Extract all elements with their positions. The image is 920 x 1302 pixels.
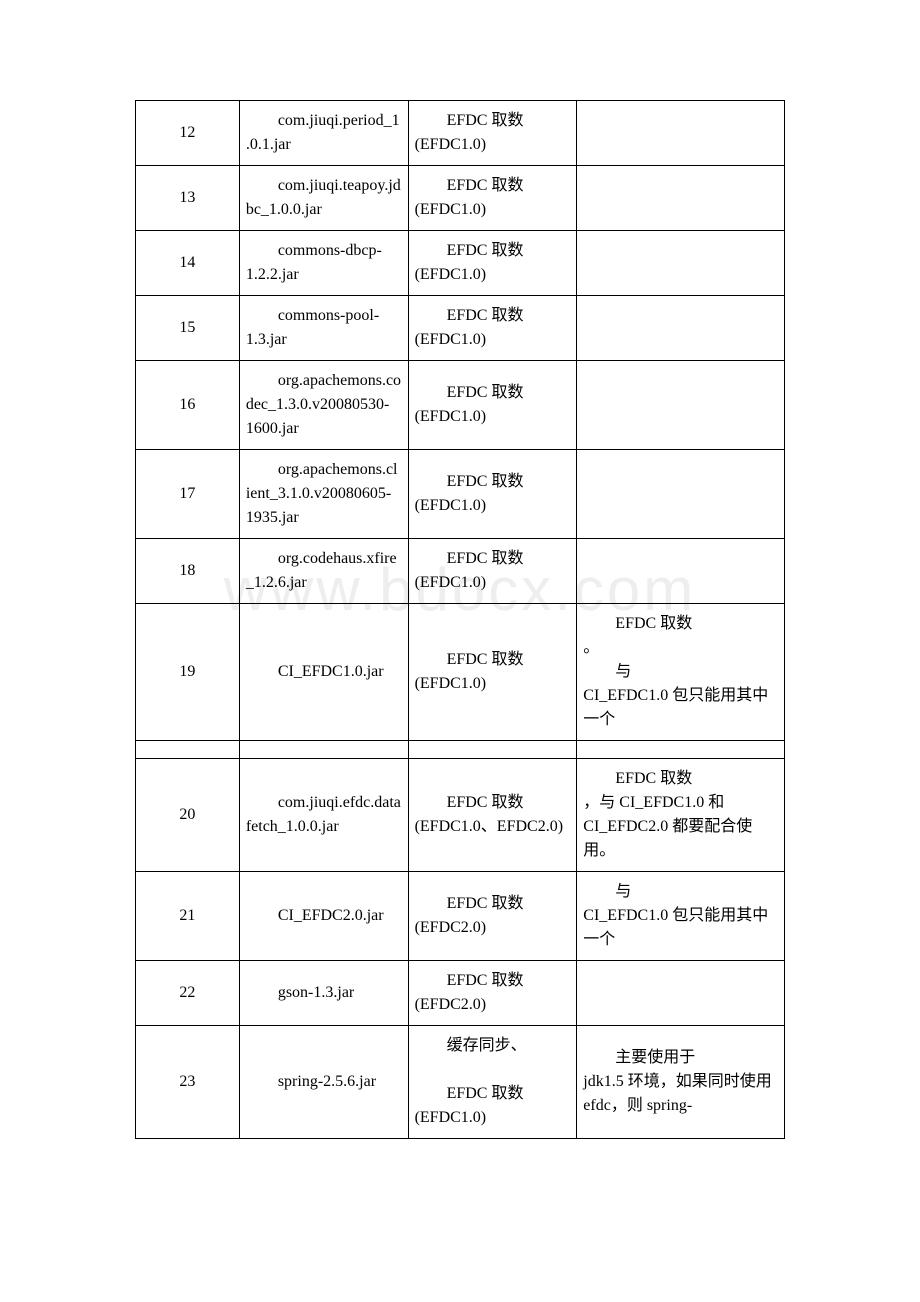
type-cell: EFDC 取数(EFDC1.0) <box>408 361 577 450</box>
type-cell: EFDC 取数(EFDC1.0) <box>408 539 577 604</box>
type-cell: EFDC 取数(EFDC2.0) <box>408 961 577 1026</box>
file-name: CI_EFDC1.0.jar <box>239 604 408 741</box>
file-name: org.apachemons.codec_1.3.0.v20080530-160… <box>239 361 408 450</box>
row-number: 20 <box>136 759 240 872</box>
note-cell: 主要使用于jdk1.5 环境，如果同时使用 efdc，则 spring- <box>577 1026 785 1139</box>
row-number: 16 <box>136 361 240 450</box>
type-cell: EFDC 取数(EFDC1.0) <box>408 166 577 231</box>
type-cell: EFDC 取数(EFDC1.0) <box>408 231 577 296</box>
note-cell <box>577 166 785 231</box>
file-name: org.apachemons.client_3.1.0.v20080605-19… <box>239 450 408 539</box>
file-name: CI_EFDC2.0.jar <box>239 872 408 961</box>
note-cell: EFDC 取数，与 CI_EFDC1.0 和 CI_EFDC2.0 都要配合使用… <box>577 759 785 872</box>
file-name: com.jiuqi.period_1.0.1.jar <box>239 101 408 166</box>
row-number: 23 <box>136 1026 240 1139</box>
file-name: org.codehaus.xfire_1.2.6.jar <box>239 539 408 604</box>
table-container: 12 com.jiuqi.period_1.0.1.jar EFDC 取数(EF… <box>135 100 785 1139</box>
table-row: 21 CI_EFDC2.0.jar EFDC 取数(EFDC2.0) 与CI_E… <box>136 872 785 961</box>
row-number: 18 <box>136 539 240 604</box>
file-name: commons-dbcp-1.2.2.jar <box>239 231 408 296</box>
table-row: 14 commons-dbcp-1.2.2.jar EFDC 取数(EFDC1.… <box>136 231 785 296</box>
file-name: gson-1.3.jar <box>239 961 408 1026</box>
note-cell <box>577 361 785 450</box>
table-row: 12 com.jiuqi.period_1.0.1.jar EFDC 取数(EF… <box>136 101 785 166</box>
row-number: 14 <box>136 231 240 296</box>
type-cell: EFDC 取数(EFDC1.0、EFDC2.0) <box>408 759 577 872</box>
table-row: 20 com.jiuqi.efdc.datafetch_1.0.0.jar EF… <box>136 759 785 872</box>
table-row: 18 org.codehaus.xfire_1.2.6.jar EFDC 取数(… <box>136 539 785 604</box>
note-cell: 与CI_EFDC1.0 包只能用其中一个 <box>577 872 785 961</box>
note-cell <box>577 450 785 539</box>
row-number: 19 <box>136 604 240 741</box>
row-number: 15 <box>136 296 240 361</box>
file-name: commons-pool-1.3.jar <box>239 296 408 361</box>
row-number: 21 <box>136 872 240 961</box>
type-cell: EFDC 取数(EFDC2.0) <box>408 872 577 961</box>
type-cell: EFDC 取数(EFDC1.0) <box>408 101 577 166</box>
file-name: spring-2.5.6.jar <box>239 1026 408 1139</box>
empty-row <box>136 741 785 759</box>
table-row: 23 spring-2.5.6.jar 缓存同步、EFDC 取数(EFDC1.0… <box>136 1026 785 1139</box>
type-cell: EFDC 取数(EFDC1.0) <box>408 604 577 741</box>
file-name: com.jiuqi.efdc.datafetch_1.0.0.jar <box>239 759 408 872</box>
note-cell <box>577 539 785 604</box>
note-cell <box>577 231 785 296</box>
file-name: com.jiuqi.teapoy.jdbc_1.0.0.jar <box>239 166 408 231</box>
note-cell: EFDC 取数。与CI_EFDC1.0 包只能用其中一个 <box>577 604 785 741</box>
row-number: 12 <box>136 101 240 166</box>
table-row: 16 org.apachemons.codec_1.3.0.v20080530-… <box>136 361 785 450</box>
row-number: 13 <box>136 166 240 231</box>
table-row: 13 com.jiuqi.teapoy.jdbc_1.0.0.jar EFDC … <box>136 166 785 231</box>
table-row: 17 org.apachemons.client_3.1.0.v20080605… <box>136 450 785 539</box>
row-number: 22 <box>136 961 240 1026</box>
note-cell <box>577 101 785 166</box>
note-cell <box>577 296 785 361</box>
table-row: 19 CI_EFDC1.0.jar EFDC 取数(EFDC1.0) EFDC … <box>136 604 785 741</box>
note-cell <box>577 961 785 1026</box>
type-cell: 缓存同步、EFDC 取数(EFDC1.0) <box>408 1026 577 1139</box>
jar-dependency-table: 12 com.jiuqi.period_1.0.1.jar EFDC 取数(EF… <box>135 100 785 1139</box>
type-cell: EFDC 取数(EFDC1.0) <box>408 296 577 361</box>
type-cell: EFDC 取数(EFDC1.0) <box>408 450 577 539</box>
table-row: 22 gson-1.3.jar EFDC 取数(EFDC2.0) <box>136 961 785 1026</box>
row-number: 17 <box>136 450 240 539</box>
table-row: 15 commons-pool-1.3.jar EFDC 取数(EFDC1.0) <box>136 296 785 361</box>
